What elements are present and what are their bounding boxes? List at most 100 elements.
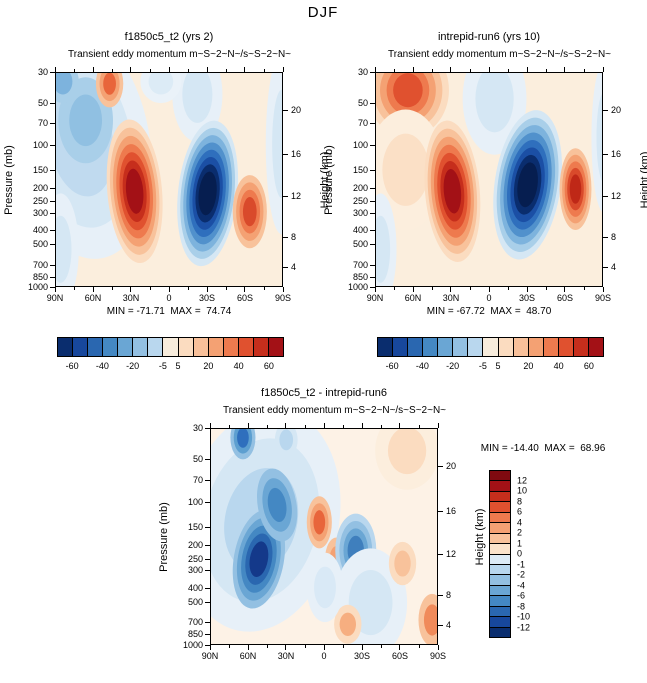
- x-tick-minor: [228, 425, 230, 428]
- pressure-tick-label: 500: [32, 238, 48, 249]
- panel-units: m~S~2~N~/s~S~2~N~: [344, 405, 446, 416]
- x-tick-minor: [469, 287, 471, 290]
- contour-field: [56, 73, 282, 286]
- colorbar-segment: [490, 480, 510, 491]
- height-tick: [603, 267, 608, 269]
- height-tick: [283, 154, 288, 156]
- colorbar-tick-label: 40: [233, 361, 244, 371]
- pressure-tick: [205, 622, 210, 624]
- height-tick-label: 8: [446, 590, 452, 601]
- x-tick-minor: [545, 69, 547, 72]
- colorbar-tick-label: -1: [517, 559, 526, 569]
- colorbar-tick-label: 5: [495, 361, 501, 371]
- colorbar-segment: [490, 471, 510, 481]
- height-tick: [603, 196, 608, 198]
- x-tick: [399, 423, 401, 428]
- height-tick-label: 16: [446, 506, 457, 517]
- colorbar-tick-label: 8: [517, 496, 523, 506]
- contour-feature: [306, 552, 344, 623]
- pressure-tick-label: 50: [37, 97, 48, 108]
- pressure-tick-label: 700: [32, 259, 48, 270]
- pressure-tick: [370, 276, 375, 278]
- colorbar-segment: [490, 584, 510, 596]
- minmax-text: MIN = -67.72 MAX = 48.70: [426, 306, 552, 317]
- minmax-text: MIN = -71.71 MAX = 74.74: [106, 306, 232, 317]
- colorbar-segment: [482, 338, 498, 356]
- x-tick: [285, 645, 287, 650]
- colorbar-tick-label: 0: [517, 548, 523, 559]
- pressure-tick-label: 150: [352, 165, 368, 176]
- height-tick-label: 12: [446, 548, 457, 559]
- x-tick-minor: [73, 287, 75, 290]
- pressure-tick: [205, 634, 210, 636]
- pressure-tick-label: 400: [32, 225, 48, 236]
- pressure-tick: [50, 276, 55, 278]
- panel-units: m~S~2~N~/s~S~2~N~: [189, 49, 291, 60]
- height-tick-label: 12: [611, 191, 622, 202]
- pressure-tick: [50, 243, 55, 245]
- contour-feature: [140, 73, 182, 104]
- pressure-tick: [205, 570, 210, 571]
- pressure-tick: [50, 187, 55, 189]
- x-tick-minor: [380, 645, 382, 648]
- pressure-tick: [205, 544, 210, 546]
- height-tick: [438, 625, 443, 627]
- pressure-tick-label: 850: [187, 629, 203, 640]
- height-tick-label: 16: [611, 149, 622, 160]
- pressure-tick-label: 300: [187, 565, 203, 575]
- x-tick-minor: [393, 287, 395, 290]
- x-tick: [450, 287, 452, 292]
- panel-subtitle-left: Transient eddy momentum: [68, 49, 187, 60]
- minmax-text: MIN = -14.40 MAX = 68.96: [480, 443, 606, 454]
- x-tick: [412, 67, 414, 72]
- height-axis-label: Height (km): [474, 508, 486, 565]
- contour-feature: [95, 73, 124, 108]
- colorbar-segment: [437, 338, 453, 356]
- figure-title: DJF: [307, 4, 339, 21]
- pressure-tick: [205, 479, 210, 481]
- contour-feature: [56, 193, 79, 286]
- colorbar-segment: [132, 338, 148, 356]
- x-tick: [526, 287, 528, 292]
- panel-title: f1850c5_t2 (yrs 2): [124, 31, 214, 43]
- contour-feature: [172, 73, 223, 142]
- x-tick: [54, 287, 56, 292]
- x-tick-minor: [418, 645, 420, 648]
- x-tick: [361, 645, 363, 650]
- pressure-tick-label: 250: [187, 553, 203, 564]
- colorbar-tick-label: 6: [517, 506, 523, 517]
- contour-feature: [559, 148, 592, 230]
- x-tick: [488, 67, 490, 72]
- pressure-tick: [205, 587, 210, 589]
- colorbar-segment: [87, 338, 103, 356]
- x-tick-minor: [469, 69, 471, 72]
- height-tick: [438, 465, 443, 467]
- x-tick-minor: [225, 287, 227, 290]
- contour-feature: [106, 119, 163, 264]
- colorbar-tick-label: -2: [517, 569, 526, 580]
- pressure-tick-label: 300: [352, 207, 368, 218]
- pressure-tick: [50, 286, 55, 288]
- x-tick-minor: [342, 425, 344, 428]
- panel-subtitle-left: Transient eddy momentum: [223, 405, 342, 416]
- colorbar-segment: [527, 338, 543, 356]
- x-tick-minor: [583, 287, 585, 290]
- pressure-tick-label: 30: [192, 422, 203, 433]
- pressure-tick: [50, 264, 55, 266]
- x-tick-minor: [431, 287, 433, 290]
- colorbar-tick-label: -40: [95, 361, 109, 371]
- pressure-tick: [370, 230, 375, 232]
- height-tick: [603, 237, 608, 239]
- x-tick-minor: [149, 287, 151, 290]
- height-tick-label: 20: [446, 460, 457, 471]
- colorbar-segment: [177, 338, 193, 356]
- x-tick-minor: [342, 645, 344, 648]
- x-tick: [361, 423, 363, 428]
- x-tick-minor: [187, 287, 189, 290]
- x-tick-minor: [111, 69, 113, 72]
- colorbar-segment: [497, 338, 513, 356]
- x-tick: [168, 67, 170, 72]
- x-tick-label: 30S: [518, 293, 536, 303]
- x-tick: [526, 67, 528, 72]
- colorbar-tick-label: -8: [517, 601, 526, 611]
